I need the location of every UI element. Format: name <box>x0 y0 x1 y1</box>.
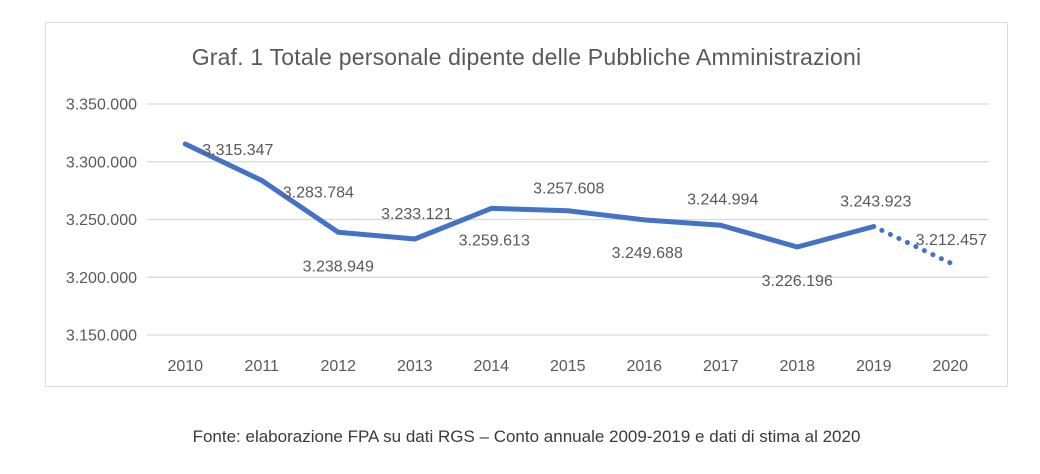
x-axis-tick-label: 2010 <box>167 358 203 375</box>
data-label: 3.315.347 <box>202 142 273 159</box>
y-axis-tick-label: 3.150.000 <box>66 328 137 345</box>
data-label: 3.243.923 <box>840 194 911 211</box>
source-note: Fonte: elaborazione FPA su dati RGS – Co… <box>192 427 861 446</box>
y-axis-tick-label: 3.250.000 <box>66 212 137 229</box>
data-label: 3.238.949 <box>303 258 374 275</box>
series-line-dotted-estimate <box>879 227 953 266</box>
series-line-solid <box>182 141 877 250</box>
y-axis-tick-label: 3.350.000 <box>66 97 137 114</box>
data-label: 3.249.688 <box>612 245 683 262</box>
x-axis-tick-label: 2014 <box>473 358 509 375</box>
data-label: 3.257.608 <box>533 181 604 198</box>
data-label: 3.283.784 <box>283 184 354 201</box>
chart-title: Graf. 1 Totale personale dipente delle P… <box>191 44 862 70</box>
x-axis-tick-label: 2016 <box>626 358 662 375</box>
data-label: 3.259.613 <box>459 232 530 249</box>
data-label: 3.244.994 <box>687 191 758 208</box>
x-axis-tick-label: 2019 <box>856 358 892 375</box>
x-axis-tick-label: 2012 <box>320 358 356 375</box>
x-axis-tick-label: 2015 <box>550 358 586 375</box>
y-axis-tick-label: 3.200.000 <box>66 270 137 287</box>
chart-frame <box>45 22 1008 387</box>
x-axis-tick-label: 2013 <box>397 358 433 375</box>
data-label: 3.226.196 <box>762 273 833 290</box>
data-label: 3.233.121 <box>381 206 452 223</box>
x-axis-tick-label: 2017 <box>703 358 739 375</box>
x-axis-tick-label: 2020 <box>932 358 968 375</box>
x-axis-tick-label: 2018 <box>779 358 815 375</box>
x-axis-tick-label: 2011 <box>245 358 280 375</box>
data-label: 3.212.457 <box>916 232 987 249</box>
y-axis-tick-label: 3.300.000 <box>66 154 137 171</box>
